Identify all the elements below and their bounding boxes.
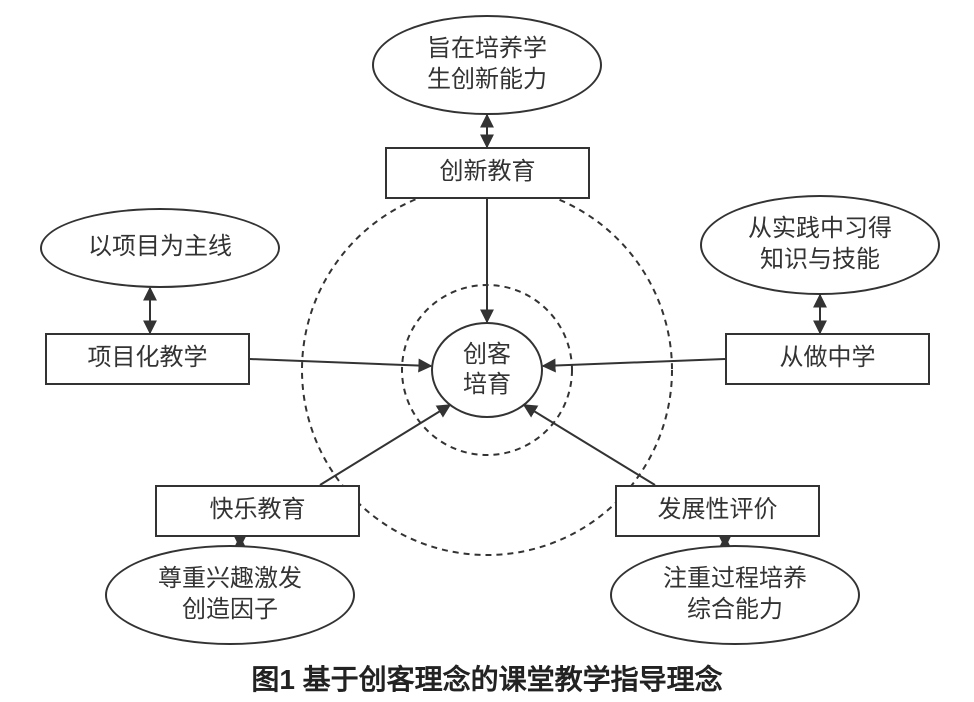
detail-ellipse-eTop: 旨在培养学 生创新能力 (372, 15, 602, 115)
concept-box-label: 快乐教育 (210, 495, 306, 526)
concept-box-right: 从做中学 (725, 333, 930, 385)
detail-ellipse-label: 旨在培养学 生创新能力 (421, 34, 553, 96)
arrow-to-center (320, 405, 450, 485)
center-label: 创客 培育 (463, 340, 511, 400)
concept-box-top: 创新教育 (385, 147, 590, 199)
arrow-to-center (250, 359, 431, 366)
figure-caption: 图1 基于创客理念的课堂教学指导理念 (0, 658, 974, 698)
concept-box-label: 从做中学 (780, 343, 876, 374)
concept-box-bL: 快乐教育 (155, 485, 360, 537)
detail-ellipse-label: 尊重兴趣激发 创造因子 (152, 564, 308, 626)
concept-box-left: 项目化教学 (45, 333, 250, 385)
detail-ellipse-eBR: 注重过程培养 综合能力 (610, 545, 860, 645)
concept-box-label: 项目化教学 (88, 343, 208, 374)
concept-box-bR: 发展性评价 (615, 485, 820, 537)
detail-ellipse-eRight: 从实践中习得 知识与技能 (700, 195, 940, 295)
detail-ellipse-label: 注重过程培养 综合能力 (657, 564, 813, 626)
detail-ellipse-eLeft: 以项目为主线 (40, 208, 280, 288)
center-node: 创客 培育 (431, 322, 543, 418)
concept-box-label: 创新教育 (440, 157, 536, 188)
concept-box-label: 发展性评价 (658, 495, 778, 526)
detail-ellipse-label: 以项目为主线 (82, 232, 238, 263)
arrow-to-center (524, 405, 655, 485)
detail-ellipse-eBL: 尊重兴趣激发 创造因子 (105, 545, 355, 645)
detail-ellipse-label: 从实践中习得 知识与技能 (742, 214, 898, 276)
diagram-canvas: 创客 培育 创新教育项目化教学 从做中学快乐教育 发展性评价 旨在培养学 生创新能力以项… (0, 0, 974, 702)
caption-text: 图1 基于创客理念的课堂教学指导理念 (251, 664, 722, 695)
arrow-to-center (543, 359, 725, 366)
